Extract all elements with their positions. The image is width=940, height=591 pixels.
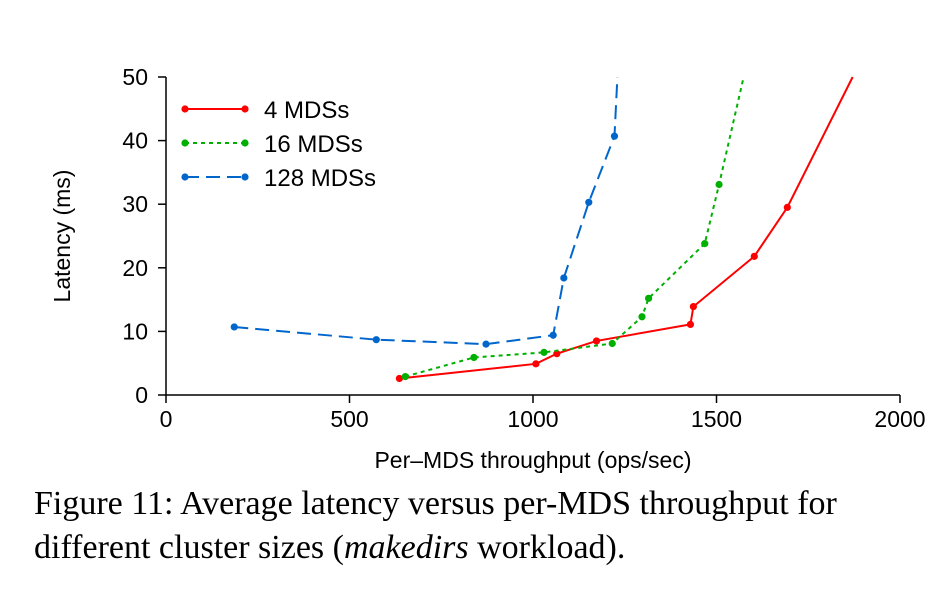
figure-caption: Figure 11: Average latency versus per-MD… [34,482,940,570]
data-point-128-mdss [372,336,380,344]
data-point-16-mdss [470,353,478,362]
data-point-4-mdss [750,252,758,260]
legend-label-128-mdss: 128 MDSs [264,165,376,192]
data-point-16-mdss [715,180,723,189]
y-tick-label: 50 [122,64,148,90]
data-point-128-mdss [610,132,619,140]
latency-throughput-chart: 0 500 1000 1500 2000 0 10 20 30 40 50 4 MDSs 16 MDS… [49,64,926,473]
x-tick-label: 1000 [507,406,558,432]
legend-label-4-mdss: 4 MDSs [264,97,349,124]
caption-suffix: workload). [468,529,626,566]
y-tick-label: 30 [122,191,148,217]
y-tick-label: 20 [122,255,148,281]
data-point-128-mdss [230,323,238,331]
data-point-4-mdss [783,203,791,211]
data-point-16-mdss [645,294,653,302]
data-point-16-mdss [638,313,646,321]
data-point-128-mdss [549,331,557,339]
data-point-16-mdss [540,348,548,356]
series-line-128-mdss [234,76,619,346]
data-point-128-mdss [560,274,568,282]
series-line-4-mdss [399,76,854,380]
x-tick-label: 2000 [874,406,925,432]
data-point-128-mdss [482,340,490,348]
x-tick-label: 0 [160,406,173,432]
legend-marker [241,105,249,113]
legend-marker [181,139,189,147]
data-point-4-mdss [395,374,404,383]
legend-marker [181,173,189,181]
y-tick-label: 10 [122,318,148,344]
legend-marker [241,139,249,147]
data-point-4-mdss [532,360,540,368]
caption-workload: makedirs [343,529,469,566]
data-point-16-mdss [401,372,409,381]
data-point-4-mdss [686,320,695,329]
x-tick-label: 500 [330,406,368,432]
y-axis-label: Latency (ms) [49,170,75,303]
data-point-4-mdss [592,337,601,345]
data-point-16-mdss [701,240,709,248]
legend-label-16-mdss: 16 MDSs [264,131,363,158]
legend-marker [241,173,249,181]
legend-marker [181,105,189,113]
data-point-4-mdss [689,302,697,311]
x-tick-label: 1500 [691,406,742,432]
caption-prefix: Figure 11: Average latency versus per-MD… [34,485,837,566]
series-line-16-mdss [405,76,745,378]
x-axis-label: Per–MDS throughput (ops/sec) [374,447,691,473]
y-tick-label: 40 [122,128,148,154]
y-tick-label: 0 [135,382,148,408]
data-point-16-mdss [608,339,616,348]
data-point-128-mdss [585,198,593,206]
